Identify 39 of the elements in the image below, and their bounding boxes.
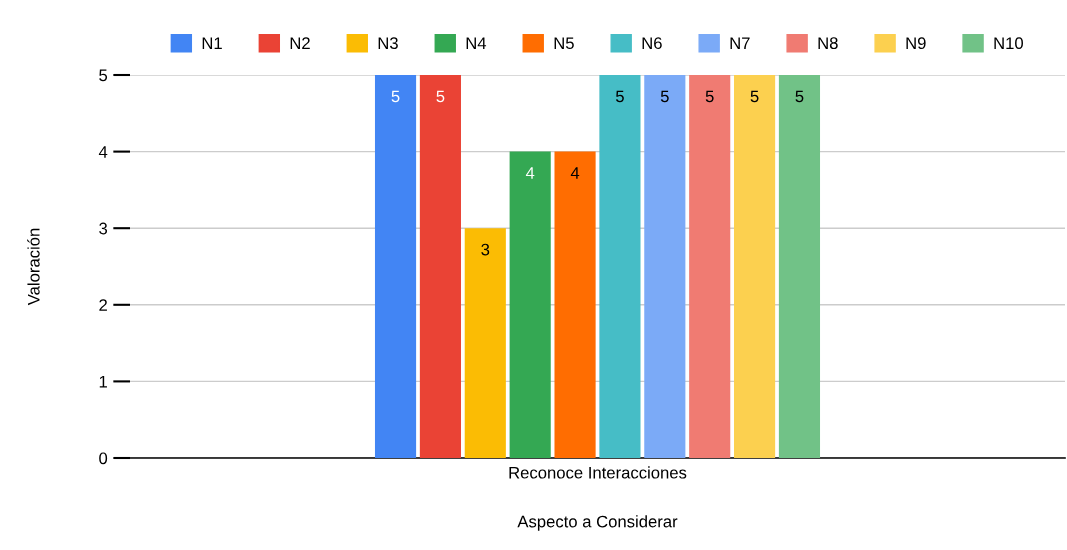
y-tick-label: 2	[99, 299, 107, 311]
y-tick-label: 5	[99, 69, 108, 82]
legend-label: N1	[202, 37, 222, 49]
bar	[644, 75, 686, 458]
bar	[689, 75, 731, 458]
data-label: 5	[436, 90, 445, 103]
bar	[464, 228, 506, 458]
legend-label: N5	[554, 37, 574, 50]
bar	[374, 75, 417, 458]
x-tick-label: Reconoce Interacciones	[509, 466, 687, 479]
legend-label: N8	[818, 37, 838, 50]
y-tick-label: 3	[99, 222, 108, 235]
data-label: 4	[570, 167, 580, 179]
data-label: 4	[525, 167, 535, 179]
legend-label: N9	[906, 37, 926, 50]
data-label: 5	[615, 90, 624, 103]
data-label: 3	[481, 243, 490, 256]
legend-label: N4	[466, 37, 487, 49]
data-label: 5	[750, 90, 759, 103]
y-tick-label: 1	[99, 375, 107, 388]
y-tick-label: 0	[99, 452, 108, 465]
data-label: 5	[705, 90, 714, 103]
y-tick-label: 4	[98, 146, 108, 158]
legend-label: N10	[994, 37, 1024, 50]
data-label: 5	[391, 90, 400, 103]
bar	[778, 75, 821, 458]
data-label: 5	[795, 90, 804, 103]
data-label: 5	[660, 90, 669, 103]
bar	[599, 75, 641, 458]
legend-label: N6	[642, 37, 662, 50]
bar	[554, 151, 596, 458]
bar	[734, 75, 776, 458]
legend-label: N7	[730, 37, 750, 49]
bar	[419, 75, 461, 458]
y-axis-title: Valoración	[27, 228, 40, 306]
legend-label: N3	[378, 37, 398, 50]
bar	[509, 151, 551, 458]
x-axis-title: Aspecto a Considerar	[517, 515, 678, 531]
legend-label: N2	[290, 37, 310, 49]
